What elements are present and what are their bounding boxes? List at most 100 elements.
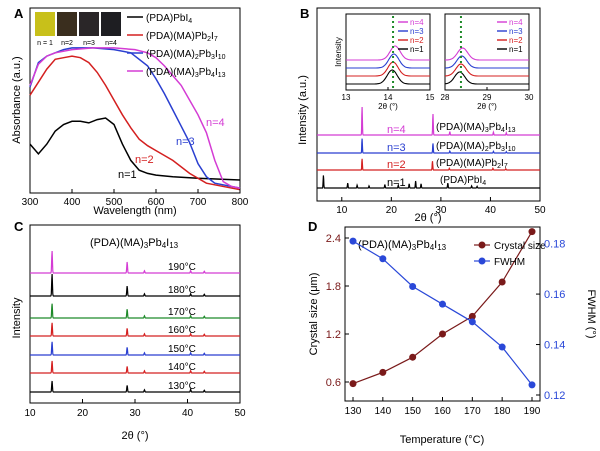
a-tick-label-300: 300: [22, 197, 39, 208]
crystal-fwhm-plot: [349, 228, 536, 389]
legend-marker-crystal: [478, 241, 486, 249]
temp-pattern-190: [30, 250, 240, 274]
inset-2-curve-n3: [444, 55, 529, 69]
temp-label-190: 190°C: [168, 262, 196, 273]
b-tick-label-50: 50: [534, 205, 546, 216]
d-yltick-label-0.6: 0.6: [326, 377, 341, 389]
inset-2-xlabel: 2θ (°): [477, 102, 497, 111]
photo-label-n1: n = 1: [37, 40, 53, 47]
panel-b-compound-labels: (PDA)(MA)3Pb4I13 (PDA)(MA)2Pb3I10 (PDA)(…: [436, 122, 516, 187]
xrd-pattern-n2: [317, 158, 540, 171]
d-yltick-label-1.2: 1.2: [326, 329, 341, 341]
absorbance-line-n4: [29, 47, 241, 189]
inset-2-legend-label-n3: n=3: [509, 27, 523, 36]
xrd-pattern-n1: [317, 175, 540, 189]
d-yltick-label-2.4: 2.4: [326, 233, 341, 245]
temp-label-170: 170°C: [168, 307, 196, 318]
temp-pattern-180: [30, 273, 240, 297]
absorbance-line-n1: [29, 117, 241, 181]
fwhm-point-190: [528, 381, 536, 389]
panel-c-frame: [29, 224, 241, 404]
panel-a-x-ticks: 300 400 500 600 700 800: [22, 189, 249, 208]
photo-swatch-n1: [35, 12, 55, 36]
c-tick-label-50: 50: [234, 408, 246, 419]
photo-label-n2: n=2: [61, 40, 73, 47]
fwhm-point-150: [409, 283, 417, 291]
photo-swatch-n4: [101, 12, 121, 36]
xrd-pattern-n3: [317, 138, 540, 154]
inset-2-legend-label-n2: n=2: [509, 36, 523, 45]
inset-1-curve-n3: [346, 53, 430, 69]
c-tick-label-10: 10: [24, 408, 36, 419]
crystal-size-point-140: [379, 368, 387, 376]
legend-label-n4: (PDA)(MA)3Pb4I13: [146, 67, 226, 79]
temp-pattern-160: [30, 322, 240, 337]
b-tick-label-30: 30: [435, 205, 447, 216]
xrd-label-n4: n=4: [387, 124, 406, 136]
legend-label-fwhm: FWHM: [494, 257, 525, 268]
panel-d-legend: Crystal size FWHM: [474, 241, 546, 268]
panel-c-ylabel: Intensity: [11, 297, 23, 338]
d-xtick-label-150: 150: [404, 406, 421, 417]
panel-c-x-ticks: 10 20 30 40 50: [24, 399, 246, 419]
d-yltick-label-1.8: 1.8: [326, 281, 341, 293]
panel-c-title: (PDA)(MA)3Pb4I13: [90, 237, 179, 250]
photo-swatch-n3: [79, 12, 99, 36]
panel-d: D (PDA)(MA)3Pb4I13 Crystal size FWHM 130…: [308, 219, 597, 446]
fwhm-point-180: [498, 343, 506, 351]
inset-2-curve-n2: [445, 63, 529, 77]
photo-swatch-n2: [57, 12, 77, 36]
d-yrtick-label-0.14: 0.14: [544, 340, 565, 352]
d-yrtick-label-0.18: 0.18: [544, 239, 565, 251]
compound-label-n3: (PDA)(MA)2Pb3I10: [436, 141, 516, 153]
inset-1-curve-n4: [346, 45, 430, 61]
photo-label-n3: n=3: [83, 40, 95, 47]
crystal-size-point-160: [439, 330, 446, 338]
inset-1-tick-label-13: 13: [342, 93, 351, 102]
crystal-size-point-150: [409, 353, 417, 361]
inset-1-curve-n1: [346, 69, 430, 85]
a-tick-label-700: 700: [190, 197, 207, 208]
b-tick-label-40: 40: [485, 205, 497, 216]
panel-a-legend: (PDA)PbI4 (PDA)(MA)Pb2I7 (PDA)(MA)2Pb3I1…: [127, 13, 226, 79]
inset-1-legend-label-n3: n=3: [410, 27, 424, 36]
c-tick-label-20: 20: [77, 408, 89, 419]
b-tick-label-20: 20: [386, 205, 398, 216]
xrd-label-n2: n=2: [387, 159, 406, 171]
legend-label-crystal: Crystal size: [494, 241, 546, 252]
inset-1-legend-label-n4: n=4: [410, 18, 424, 27]
crystal-size-point-190: [528, 228, 536, 236]
inset-2-tick-label-30: 30: [525, 93, 534, 102]
panel-d-letter: D: [308, 219, 317, 234]
temp-label-150: 150°C: [168, 344, 196, 355]
curve-label-n2: n=2: [135, 154, 154, 166]
absorbance-curves: [29, 47, 241, 191]
panel-b-xlabel: 2θ (°): [414, 212, 441, 224]
inset-1-legend-label-n2: n=2: [410, 36, 424, 45]
curve-labels: n=1 n=2 n=3 n=4: [118, 117, 225, 181]
panel-d-ticks: 130 140 150 160 170 180 190 0.6 1.2 1.8 2.4 0.12 0.1…: [326, 233, 566, 417]
temp-label-180: 180°C: [168, 285, 196, 296]
d-yrtick-label-0.16: 0.16: [544, 289, 565, 301]
inset-2-curve-n4: [445, 47, 529, 61]
d-xtick-label-160: 160: [434, 406, 451, 417]
panel-c-letter: C: [14, 219, 24, 234]
curve-label-n4: n=4: [206, 117, 225, 129]
panel-d-xlabel: Temperature (°C): [400, 434, 484, 446]
d-xtick-label-170: 170: [464, 406, 481, 417]
absorbance-line-n2: [29, 55, 241, 191]
panel-c-xlabel: 2θ (°): [121, 430, 148, 442]
inset-1-tick-label-14: 14: [384, 93, 393, 102]
crystal-size-point-170: [468, 312, 476, 320]
a-tick-label-800: 800: [232, 197, 249, 208]
d-xtick-label-180: 180: [494, 406, 511, 417]
fwhm-point-130: [349, 237, 357, 245]
panel-a-frame: [29, 7, 241, 194]
c-tick-label-40: 40: [182, 408, 194, 419]
panel-a-ylabel: Absorbance (a.u.): [11, 56, 23, 143]
inset-2-tick-label-28: 28: [441, 93, 450, 102]
fwhm-point-140: [379, 255, 387, 263]
